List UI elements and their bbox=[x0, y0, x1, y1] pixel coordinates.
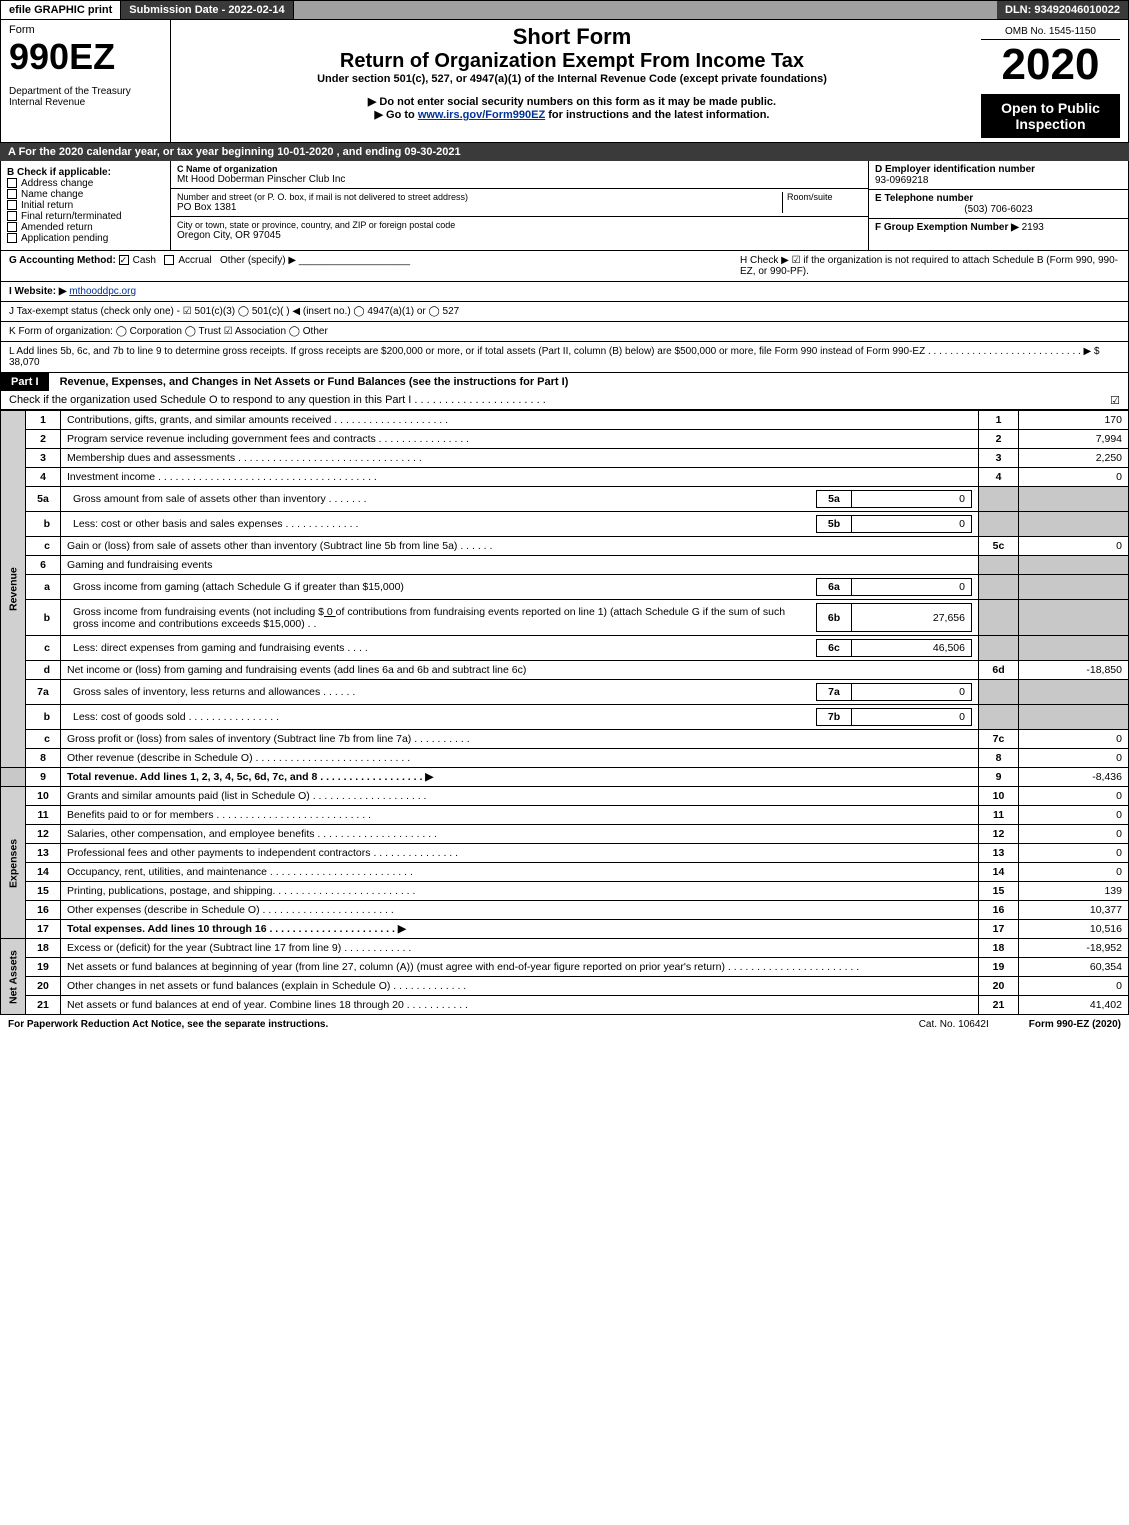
part1-check-icon: ☑ bbox=[1102, 391, 1128, 410]
row-1-text: Contributions, gifts, grants, and simila… bbox=[61, 411, 979, 430]
line-h: H Check ▶ ☑ if the organization is not r… bbox=[740, 255, 1120, 277]
sidelabel-netassets: Net Assets bbox=[1, 939, 26, 1015]
part1-label: Part I bbox=[1, 373, 49, 391]
line-j: J Tax-exempt status (check only one) - ☑… bbox=[0, 302, 1129, 322]
org-street: PO Box 1381 bbox=[177, 202, 782, 213]
footer-paperwork: For Paperwork Reduction Act Notice, see … bbox=[8, 1019, 879, 1030]
open-to-public: Open to Public Inspection bbox=[981, 94, 1120, 138]
sidelabel-revenue: Revenue bbox=[1, 411, 26, 768]
website-link[interactable]: mthooddpc.org bbox=[69, 286, 136, 297]
chk-final-return[interactable] bbox=[7, 211, 17, 221]
form-word: Form bbox=[9, 24, 162, 36]
org-name: Mt Hood Doberman Pinscher Club Inc bbox=[177, 174, 862, 185]
sidelabel-expenses: Expenses bbox=[1, 787, 26, 939]
footer-form: Form 990-EZ (2020) bbox=[1029, 1019, 1121, 1030]
line-i: I Website: ▶ mthooddpc.org bbox=[0, 282, 1129, 302]
label-group-exemption: F Group Exemption Number ▶ bbox=[875, 222, 1019, 233]
part1-title: Revenue, Expenses, and Changes in Net As… bbox=[52, 373, 577, 391]
irs-link[interactable]: www.irs.gov/Form990EZ bbox=[418, 109, 545, 121]
dept-label: Department of the Treasury bbox=[9, 86, 162, 97]
section-a-period: A For the 2020 calendar year, or tax yea… bbox=[0, 143, 1129, 161]
phone: (503) 706-6023 bbox=[875, 204, 1122, 215]
info-block: B Check if applicable: Address change Na… bbox=[0, 161, 1129, 251]
line-g-h: G Accounting Method: Cash Accrual Other … bbox=[0, 251, 1129, 282]
footer-catno: Cat. No. 10642I bbox=[919, 1019, 989, 1030]
label-org-name: C Name of organization bbox=[177, 164, 862, 174]
part1-table: Revenue 1 Contributions, gifts, grants, … bbox=[0, 410, 1129, 1015]
label-phone: E Telephone number bbox=[875, 193, 1122, 204]
chk-address-change[interactable] bbox=[7, 178, 17, 188]
label-room: Room/suite bbox=[782, 192, 862, 213]
line-l: L Add lines 5b, 6c, and 7b to line 9 to … bbox=[0, 342, 1129, 373]
label-city: City or town, state or province, country… bbox=[177, 220, 862, 230]
box-c: C Name of organization Mt Hood Doberman … bbox=[171, 161, 868, 250]
chk-name-change[interactable] bbox=[7, 189, 17, 199]
part1-check-note: Check if the organization used Schedule … bbox=[1, 391, 554, 409]
header-center: Short Form Return of Organization Exempt… bbox=[171, 20, 973, 142]
subtitle: Under section 501(c), 527, or 4947(a)(1)… bbox=[179, 73, 965, 85]
label-ein: D Employer identification number bbox=[875, 164, 1122, 175]
box-def: D Employer identification number 93-0969… bbox=[868, 161, 1128, 250]
page-footer: For Paperwork Reduction Act Notice, see … bbox=[0, 1015, 1129, 1034]
g-label: G Accounting Method: bbox=[9, 255, 116, 266]
chk-app-pending[interactable] bbox=[7, 233, 17, 243]
box-b: B Check if applicable: Address change Na… bbox=[1, 161, 171, 250]
ein: 93-0969218 bbox=[875, 175, 1122, 186]
line-k: K Form of organization: ◯ Corporation ◯ … bbox=[0, 322, 1129, 342]
omb-number: OMB No. 1545-1150 bbox=[981, 24, 1120, 40]
header-left: Form 990EZ Department of the Treasury In… bbox=[1, 20, 171, 142]
label-street: Number and street (or P. O. box, if mail… bbox=[177, 192, 782, 202]
form-number: 990EZ bbox=[9, 36, 162, 78]
header-right: OMB No. 1545-1150 2020 Open to Public In… bbox=[973, 20, 1128, 142]
efile-print-label[interactable]: efile GRAPHIC print bbox=[1, 1, 121, 19]
chk-accrual[interactable] bbox=[164, 255, 174, 265]
chk-amended[interactable] bbox=[7, 222, 17, 232]
org-city: Oregon City, OR 97045 bbox=[177, 230, 862, 241]
title-main: Return of Organization Exempt From Incom… bbox=[179, 50, 965, 73]
row-1-amt: 170 bbox=[1019, 411, 1129, 430]
title-short: Short Form bbox=[179, 24, 965, 50]
submission-date: Submission Date - 2022-02-14 bbox=[121, 1, 293, 19]
chk-cash[interactable] bbox=[119, 255, 129, 265]
part1-header: Part I Revenue, Expenses, and Changes in… bbox=[0, 373, 1129, 410]
i-label: I Website: ▶ bbox=[9, 286, 67, 297]
tax-year: 2020 bbox=[981, 40, 1120, 90]
note-ssn: ▶ Do not enter social security numbers o… bbox=[179, 95, 965, 108]
irs-label: Internal Revenue bbox=[9, 97, 162, 108]
box-b-title: B Check if applicable: bbox=[7, 167, 164, 178]
form-header: Form 990EZ Department of the Treasury In… bbox=[0, 20, 1129, 143]
top-bar: efile GRAPHIC print Submission Date - 20… bbox=[0, 0, 1129, 20]
note-goto: ▶ Go to www.irs.gov/Form990EZ for instru… bbox=[179, 108, 965, 121]
dln: DLN: 93492046010022 bbox=[997, 1, 1128, 19]
group-exemption: 2193 bbox=[1022, 222, 1044, 233]
chk-initial-return[interactable] bbox=[7, 200, 17, 210]
